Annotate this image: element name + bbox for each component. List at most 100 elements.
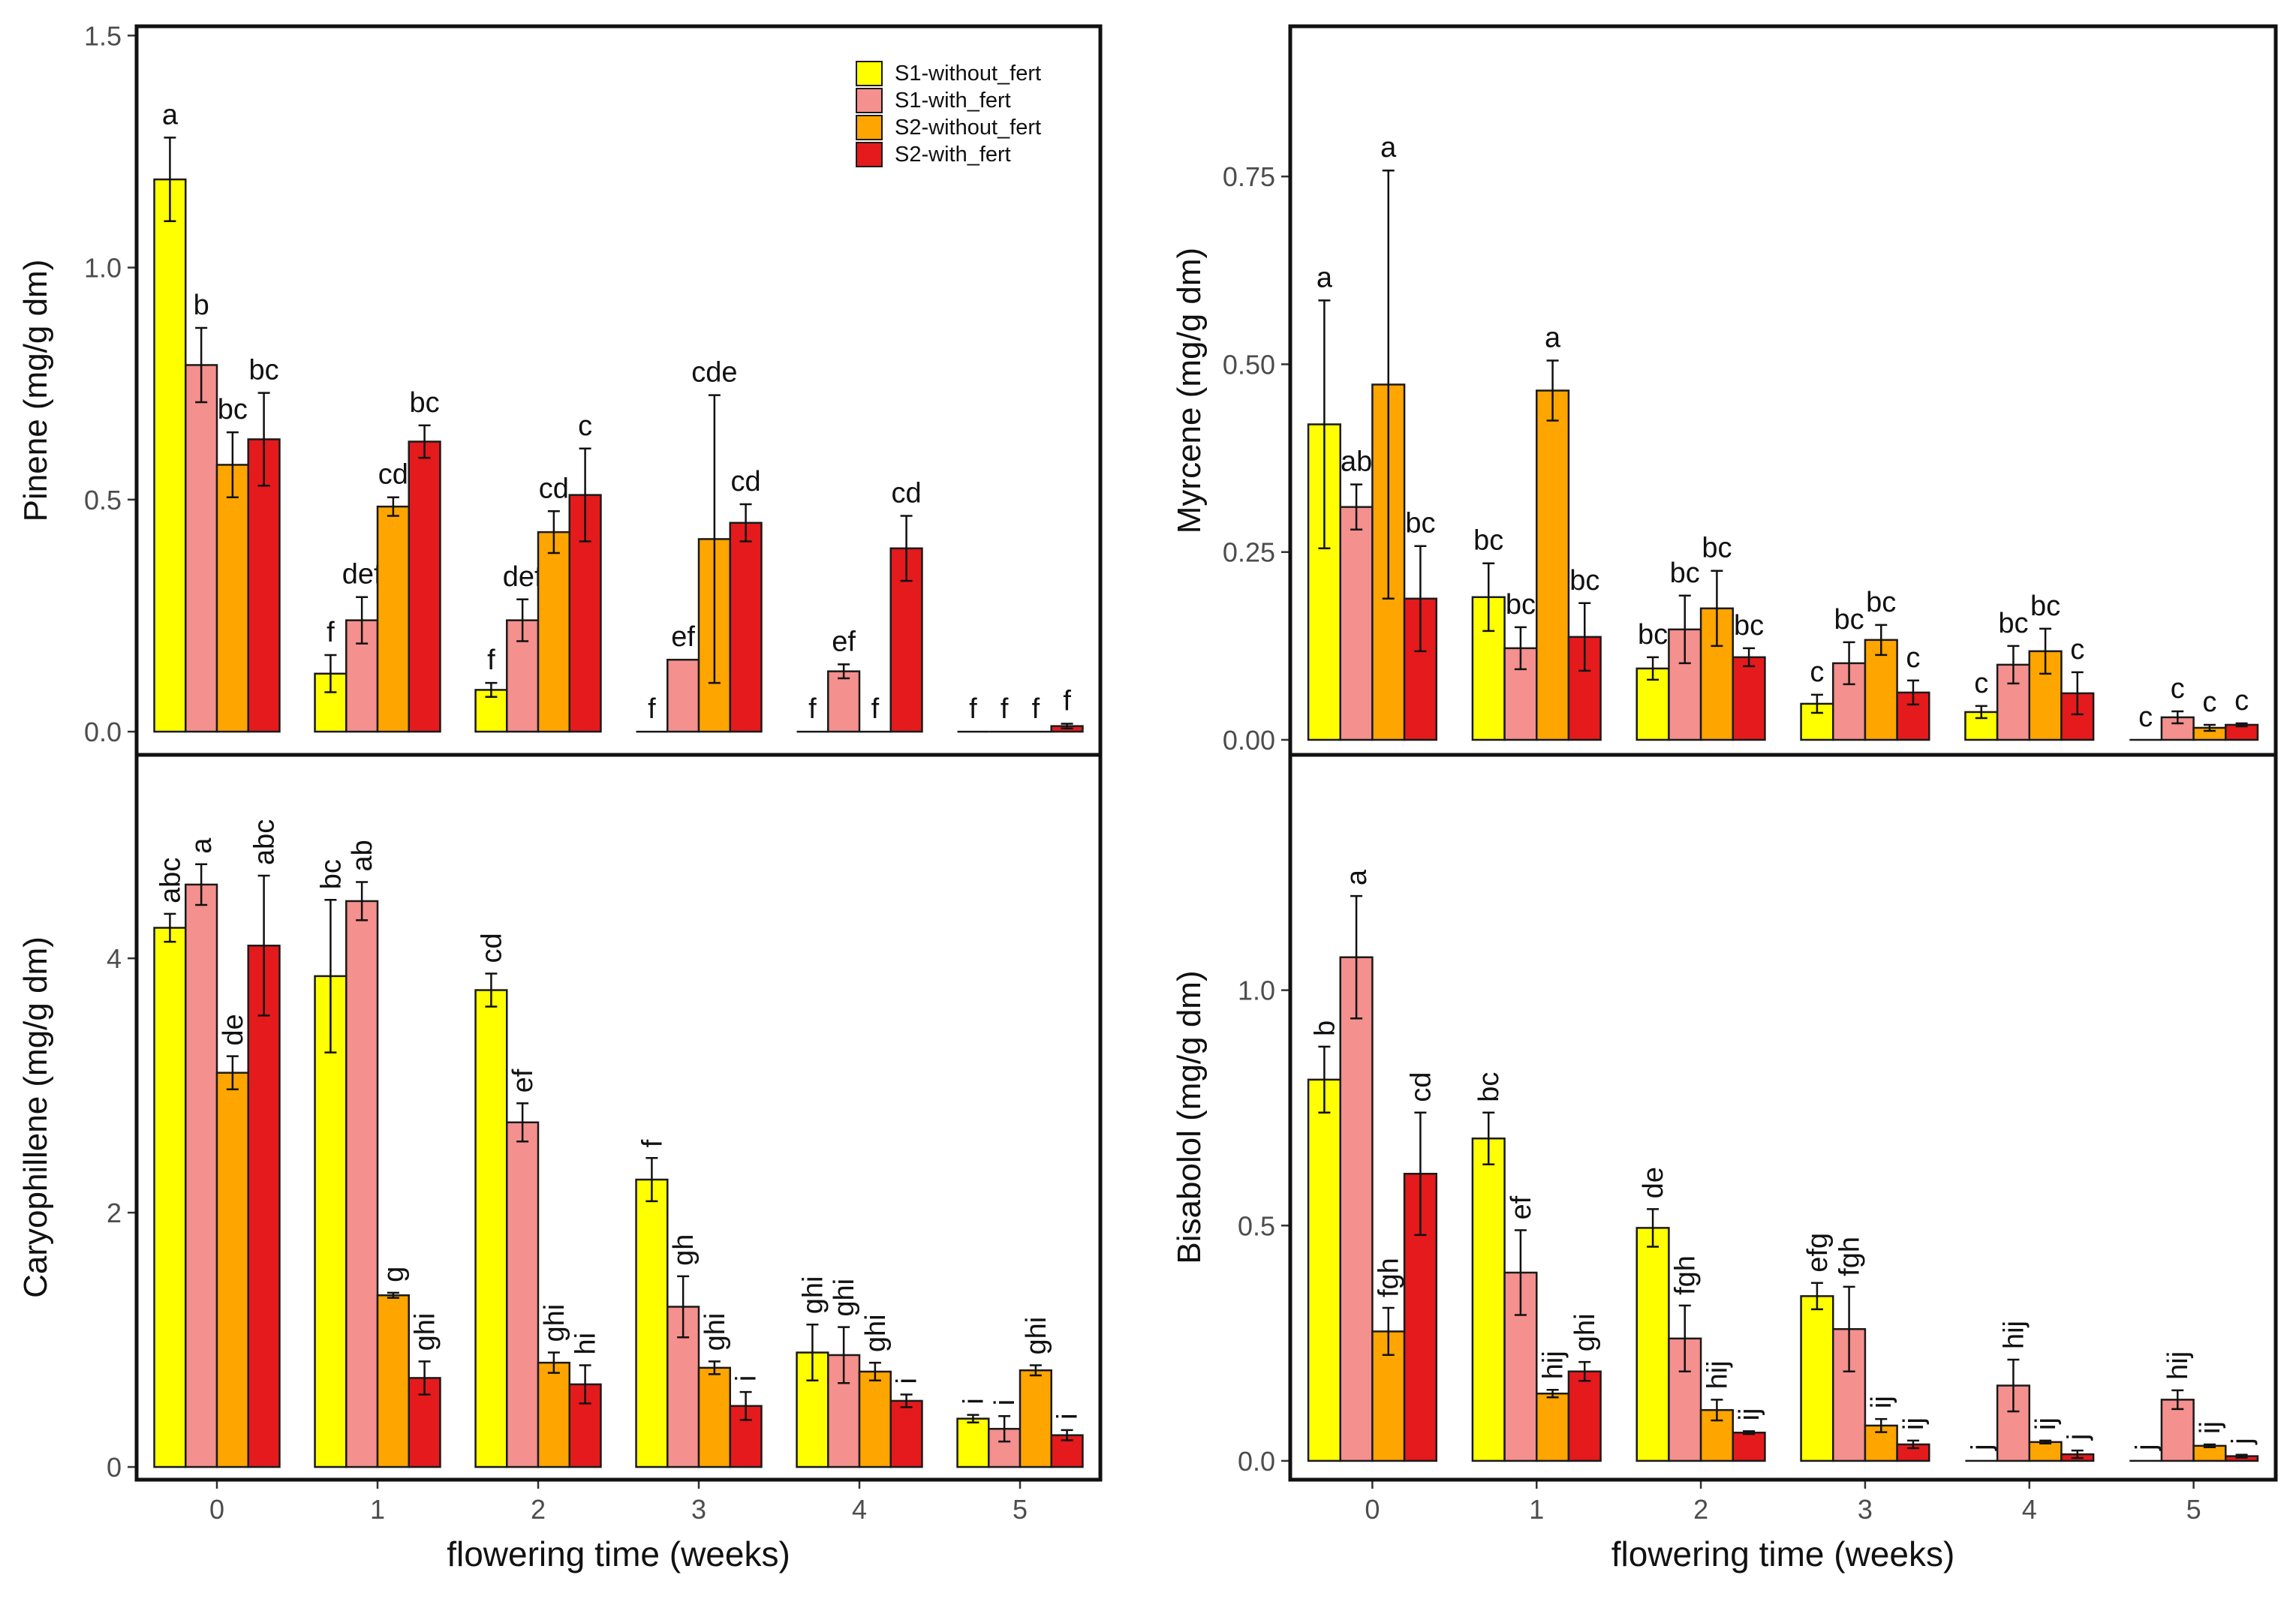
significance-label: i (989, 1399, 1021, 1405)
y-tick-label: 0.5 (84, 485, 122, 515)
legend-swatch (856, 88, 883, 113)
bar (1635, 1227, 1670, 1462)
bar (858, 1370, 892, 1468)
error-bar (1482, 562, 1495, 633)
error-bar (1678, 1304, 1691, 1372)
legend-swatch (856, 142, 883, 167)
bar (2028, 1441, 2063, 1462)
significance-label: c (578, 410, 592, 442)
error-bar (2171, 710, 2184, 725)
significance-label: abc (249, 819, 281, 865)
significance-label: bc (249, 355, 279, 386)
y-axis-label: Myrcene (mg/g dm) (1171, 248, 1208, 534)
x-tick-label: 3 (691, 1494, 706, 1525)
significance-label: i (892, 1378, 923, 1384)
significance-label: ghi (1569, 1313, 1601, 1351)
significance-label: ghi (1021, 1317, 1052, 1355)
error-bar (2235, 722, 2248, 728)
y-tick-label: 1.0 (84, 253, 122, 284)
significance-label: c (2202, 687, 2216, 718)
y-tick-label: 0.0 (84, 717, 122, 747)
bar (408, 440, 441, 733)
error-bar (418, 1360, 431, 1396)
error-bar (485, 972, 498, 1008)
error-bar (2171, 1389, 2184, 1411)
error-bar (645, 1156, 658, 1203)
y-tick-label: 2 (107, 1198, 122, 1228)
significance-label: j (2131, 1444, 2162, 1450)
significance-label: bc (218, 394, 248, 425)
significance-label: i (731, 1375, 763, 1381)
error-bar (324, 654, 337, 693)
bar (1732, 1432, 1766, 1462)
y-axis-label: Pinene (mg/g dm) (17, 260, 54, 522)
error-bar (1318, 1045, 1331, 1114)
bar (956, 1417, 990, 1468)
error-bar (387, 1291, 399, 1299)
error-bar (1647, 656, 1660, 681)
error-bar (547, 510, 560, 555)
error-bar (838, 1326, 850, 1384)
significance-label: bc (1473, 1072, 1505, 1102)
y-tick-label: 0.00 (1223, 725, 1275, 756)
significance-label: bc (1473, 525, 1503, 557)
significance-label: c (2070, 634, 2084, 666)
x-tick-label: 5 (2186, 1494, 2201, 1525)
panel-frame (1288, 753, 2278, 1482)
error-bar (356, 596, 369, 645)
legend-label: S1-without_fert (895, 61, 1042, 86)
significance-label: hi (570, 1333, 602, 1355)
significance-label: f (1001, 693, 1009, 725)
error-bar (708, 394, 721, 684)
significance-label: ab (1341, 446, 1372, 478)
bar (474, 989, 508, 1468)
significance-label: bc (1866, 587, 1896, 618)
error-bar (900, 515, 913, 582)
significance-label: a (162, 99, 179, 131)
error-bar (1743, 647, 1756, 668)
error-bar (1546, 1388, 1559, 1399)
error-bar (387, 496, 399, 517)
significance-label: ghi (797, 1276, 829, 1315)
significance-label: hij (2162, 1351, 2194, 1380)
x-tick-label: 1 (370, 1494, 385, 1525)
significance-label: fgh (1670, 1255, 1702, 1295)
error-bar (1382, 169, 1395, 600)
error-bar (257, 392, 270, 487)
error-bar (1514, 1229, 1527, 1316)
x-axis-label: flowering time (weeks) (1611, 1534, 1955, 1573)
error-bar (2203, 723, 2216, 732)
error-bar (1711, 1399, 1723, 1422)
error-bar (1843, 641, 1855, 686)
error-bar (356, 881, 369, 921)
error-bar (739, 503, 752, 543)
error-bar (257, 874, 270, 1017)
significance-label: c (2171, 673, 2185, 705)
error-bar (739, 1390, 752, 1421)
significance-label: ij (1734, 1408, 1765, 1421)
error-bar (1743, 1430, 1756, 1435)
bar (889, 1399, 923, 1468)
y-tick-label: 0.50 (1223, 349, 1275, 380)
error-bar (967, 1414, 979, 1423)
significance-label: bc (1998, 608, 2028, 639)
significance-label: hij (1998, 1321, 2030, 1349)
error-bar (1514, 626, 1527, 671)
error-bar (1975, 705, 1988, 720)
significance-label: ef (1506, 1195, 1537, 1219)
error-bar (324, 898, 337, 1053)
significance-label: ghi (829, 1279, 860, 1317)
error-bar (1414, 545, 1427, 653)
error-bar (2039, 627, 2052, 675)
error-bar (1678, 594, 1691, 665)
legend-label: S2-without_fert (895, 115, 1042, 140)
y-tick-label: 1.0 (1238, 975, 1275, 1006)
panel-bottom-right: 0.0 0.5 1.0 Bisabolol (mg/g dm) b bc de efg j j a e… (1171, 753, 2278, 1573)
y-tick-label: 1.5 (84, 20, 122, 51)
significance-label: bc (1734, 610, 1764, 642)
bar (1339, 506, 1374, 741)
error-bar (1578, 602, 1591, 672)
significance-label: a (186, 837, 218, 854)
significance-label: ghi (410, 1313, 441, 1351)
